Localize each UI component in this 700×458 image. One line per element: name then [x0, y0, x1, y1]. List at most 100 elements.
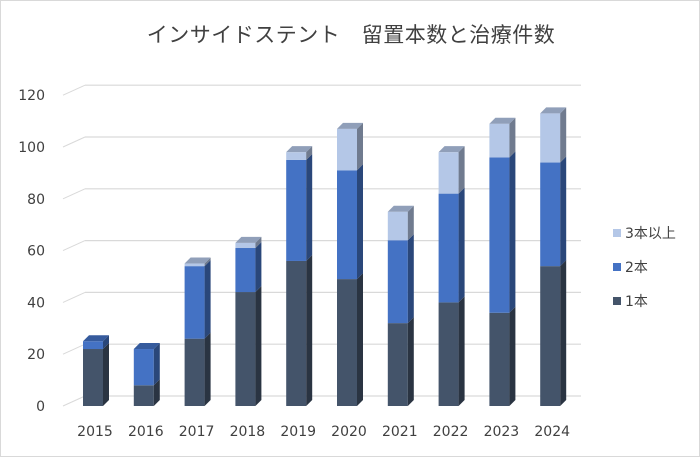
bar-segment-front — [489, 312, 510, 406]
y-tick-label: 120 — [18, 88, 45, 104]
bar-segment-side — [306, 153, 313, 261]
bar-segment-front — [184, 338, 205, 406]
x-tick-label: 2018 — [230, 424, 266, 440]
legend-item-3plus: 3本以上 — [613, 216, 700, 250]
x-tick-label: 2016 — [128, 424, 164, 440]
bar-segment-side — [509, 306, 516, 406]
x-tick-label: 2022 — [433, 424, 469, 440]
y-tick-label: 100 — [18, 140, 45, 156]
bar-segment-side — [255, 286, 262, 406]
bar-segment-side — [407, 205, 414, 241]
bar-segment-side — [407, 234, 414, 324]
y-tick-label: 0 — [36, 399, 45, 415]
chart-title: インサイドステント 留置本数と治療件数 — [146, 23, 556, 47]
bar-2020 — [337, 122, 363, 406]
x-tick-label: 2024 — [534, 424, 570, 440]
bar-segment-front — [184, 266, 205, 339]
bar-segment-side — [509, 151, 516, 313]
bar-2023 — [489, 117, 516, 406]
bar-segment-side — [458, 187, 465, 303]
bar-segment-front — [235, 292, 256, 406]
bar-segment-side — [458, 296, 465, 406]
bar-segment-side — [204, 260, 211, 339]
bar-segment-front — [489, 157, 510, 313]
legend-item-1: 1本 — [613, 284, 700, 318]
legend-swatch-2 — [613, 263, 621, 271]
legend-swatch-3plus — [613, 229, 621, 237]
bar-2021 — [387, 205, 414, 406]
bar-2016 — [133, 343, 160, 406]
gridline-depth — [62, 188, 86, 200]
bar-top-cap — [235, 236, 262, 243]
y-tick-label: 40 — [27, 295, 45, 311]
bar-segment-side — [407, 317, 414, 406]
bar-2022 — [438, 146, 465, 406]
bar-segment-front — [133, 385, 154, 406]
bar-segment-front — [438, 302, 459, 406]
bar-segment-side — [357, 273, 363, 406]
bar-segment-front — [337, 279, 357, 406]
bar-segment-side — [560, 107, 567, 163]
bar-segment-side — [357, 164, 363, 280]
bar-segment-front — [337, 128, 357, 171]
bar-segment-side — [306, 254, 313, 406]
bar-top-cap — [133, 343, 160, 350]
gridline-depth — [62, 291, 86, 303]
bar-segment-front — [286, 260, 307, 406]
bar-segment-side — [306, 146, 313, 160]
bar-segment-front — [540, 162, 561, 267]
legend-label-2: 2本 — [625, 260, 648, 276]
legend-item-2: 2本 — [613, 250, 700, 284]
y-tick-label: 80 — [27, 192, 45, 208]
legend-label-1: 1本 — [625, 294, 648, 310]
bar-top-cap — [337, 122, 363, 129]
bar-segment-front — [133, 349, 154, 386]
bar-segment-front — [337, 170, 357, 280]
bar-segment-side — [153, 379, 160, 406]
bar-segment-front — [83, 349, 103, 406]
bar-segment-side — [458, 146, 465, 194]
bar-2017 — [184, 257, 211, 406]
bar-top-cap — [387, 205, 414, 212]
bar-2015 — [83, 335, 109, 406]
bar-segment-side — [357, 122, 363, 171]
chart-legend: 3本以上 2本 1本 — [613, 216, 700, 318]
bar-segment-side — [204, 257, 211, 267]
bar-2024 — [540, 107, 567, 406]
bar-segment-front — [235, 248, 256, 293]
bar-segment-front — [540, 113, 561, 163]
bar-segment-front — [387, 211, 408, 241]
bar-top-cap — [489, 117, 516, 124]
bar-segment-side — [103, 335, 109, 350]
bar-top-cap — [286, 146, 313, 153]
bar-segment-side — [153, 343, 160, 386]
bar-segment-front — [540, 266, 561, 406]
bar-segment-front — [184, 263, 205, 267]
bar-2018 — [235, 236, 262, 406]
x-tick-label: 2017 — [179, 424, 215, 440]
bar-segment-front — [438, 193, 459, 303]
bar-segment-front — [83, 341, 103, 350]
bar-top-cap — [184, 257, 211, 264]
x-tick-label: 2020 — [331, 424, 367, 440]
bar-top-cap — [83, 335, 109, 342]
bar-segment-side — [255, 242, 262, 293]
bar-top-cap — [540, 107, 567, 114]
bar-segment-side — [509, 117, 516, 158]
y-tick-label: 20 — [27, 347, 45, 363]
bar-segment-front — [286, 152, 307, 160]
bar-top-cap — [438, 146, 465, 153]
bar-segment-front — [235, 242, 256, 249]
bar-segment-side — [255, 236, 262, 249]
gridline-depth — [62, 395, 86, 407]
bar-segment-side — [560, 260, 567, 406]
gridline-depth — [62, 343, 86, 355]
bar-segment-front — [286, 159, 307, 261]
bar-segment-front — [387, 323, 408, 406]
bar-segment-side — [560, 156, 567, 267]
x-tick-label: 2023 — [484, 424, 520, 440]
legend-label-3plus: 3本以上 — [625, 226, 676, 242]
gridline-depth — [62, 240, 86, 252]
gridline-depth — [62, 136, 86, 148]
